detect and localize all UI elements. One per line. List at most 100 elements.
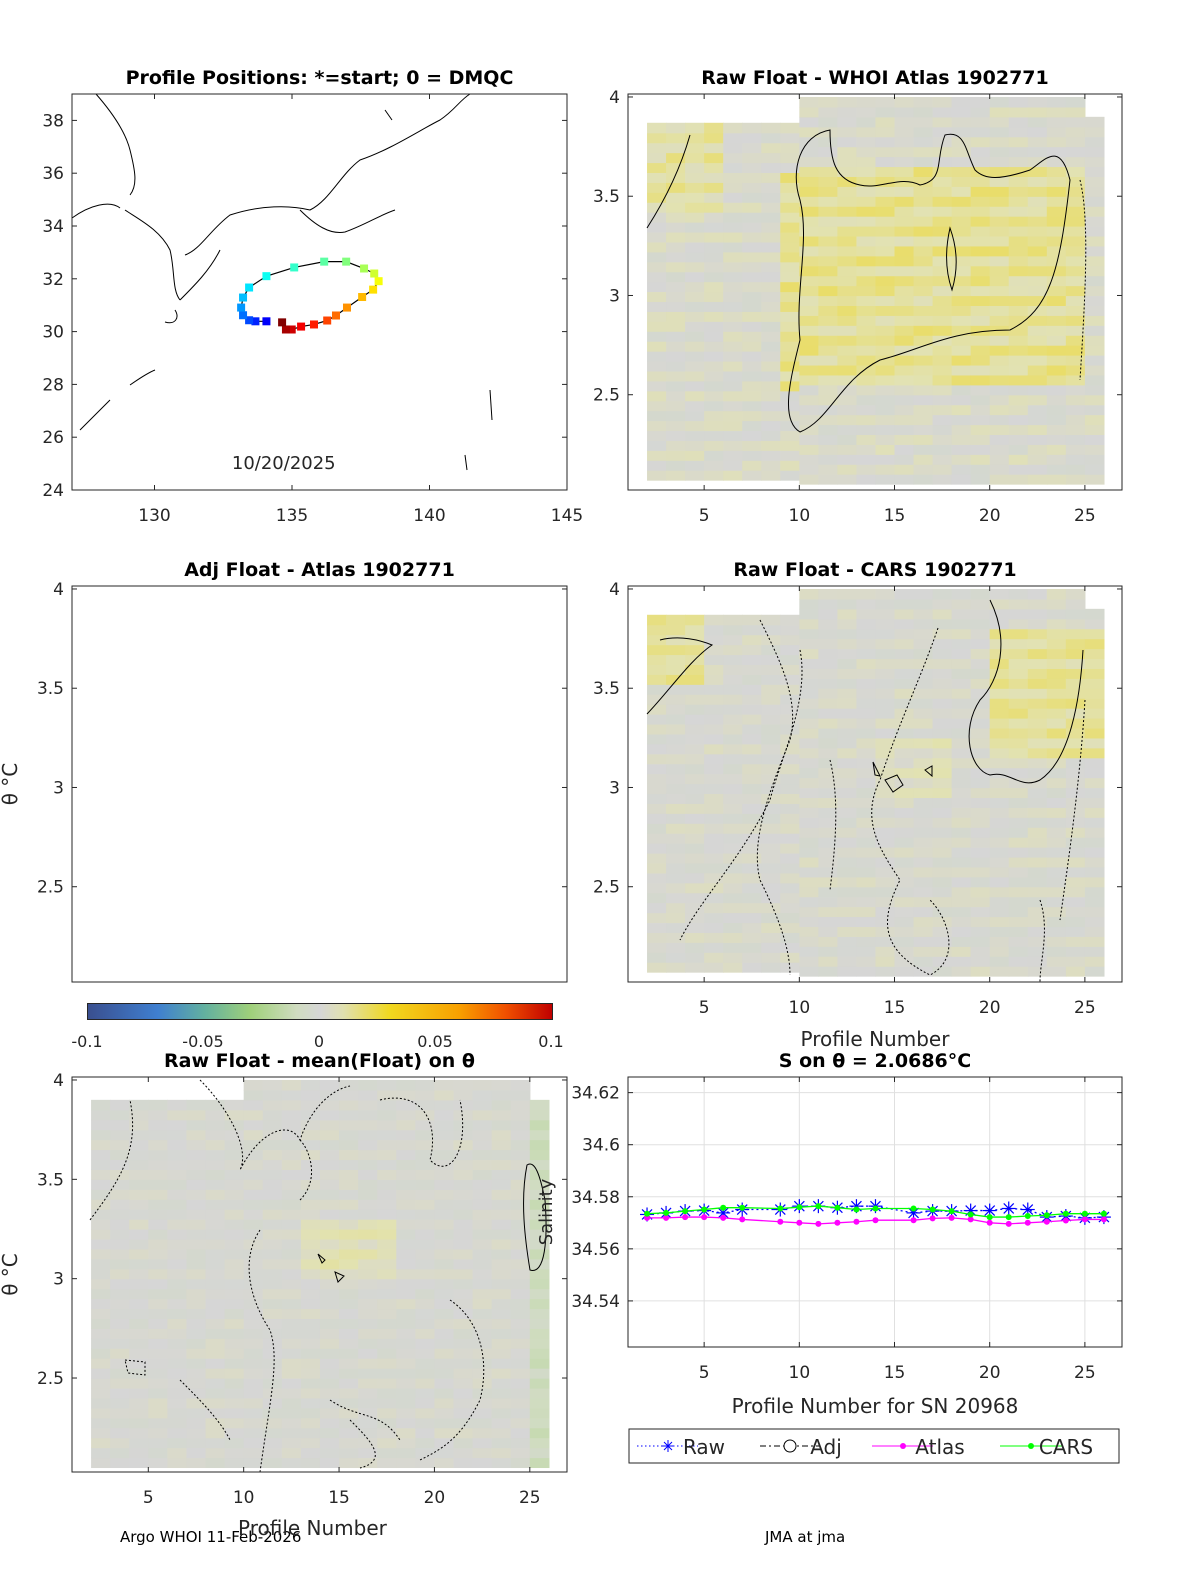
- heatmap-cell: [666, 892, 686, 904]
- heatmap-cell: [856, 886, 877, 898]
- heatmap-cell: [856, 698, 877, 709]
- heatmap-cell: [319, 1318, 340, 1329]
- heatmap-cell: [932, 668, 953, 679]
- coastline: [71, 93, 471, 324]
- heatmap-cell: [704, 882, 724, 894]
- heatmap-cell: [1084, 718, 1105, 729]
- heatmap-cell: [91, 1189, 111, 1200]
- heatmap-cell: [1046, 305, 1067, 316]
- series-marker-atlas: [853, 1218, 860, 1225]
- heatmap-cell: [723, 862, 743, 874]
- heatmap-cell: [875, 757, 896, 769]
- heatmap-cell: [799, 116, 819, 128]
- heatmap-cell: [529, 1139, 550, 1151]
- heatmap-cell: [932, 747, 953, 759]
- heatmap-cell: [281, 1268, 302, 1280]
- heatmap-cell: [989, 807, 1010, 818]
- heatmap-cell: [434, 1447, 455, 1459]
- series-marker-cars: [853, 1206, 860, 1213]
- series-marker-cars: [834, 1204, 841, 1211]
- heatmap-cell: [685, 192, 705, 203]
- heatmap-cell: [723, 212, 743, 223]
- heatmap-cell: [742, 400, 762, 412]
- heatmap-cell: [666, 763, 686, 775]
- heatmap-cell: [723, 202, 743, 213]
- heatmap-cell: [780, 301, 800, 312]
- heatmap-cell: [129, 1417, 149, 1429]
- heatmap-cell: [761, 882, 781, 894]
- heatmap-cell: [666, 142, 686, 154]
- heatmap-cell: [799, 866, 819, 878]
- heatmap-cell: [1008, 906, 1029, 918]
- heatmap-cell: [91, 1278, 111, 1290]
- heatmap-cell: [243, 1209, 264, 1220]
- heatmap-cell: [1027, 668, 1048, 679]
- heatmap-cell: [761, 932, 781, 943]
- heatmap-cell: [1065, 946, 1086, 957]
- heatmap-cell: [951, 658, 972, 669]
- heatmap-cell: [685, 833, 705, 844]
- heatmap-cell: [913, 618, 934, 630]
- heatmap-cell: [989, 946, 1010, 957]
- heatmap-cell: [951, 444, 972, 455]
- heatmap-cell: [970, 106, 991, 118]
- heatmap-cell: [818, 727, 839, 739]
- heatmap-cell: [875, 454, 896, 465]
- heatmap-cell: [281, 1119, 302, 1131]
- heatmap-cell: [723, 922, 743, 933]
- profile-marker: [262, 317, 271, 326]
- heatmap-cell: [647, 624, 667, 636]
- heatmap-cell: [491, 1417, 512, 1429]
- heatmap-cell: [647, 733, 667, 745]
- heatmap-cell: [148, 1407, 168, 1419]
- heatmap-cell: [837, 936, 858, 947]
- heatmap-cell: [799, 847, 819, 858]
- heatmap-cell: [932, 678, 953, 689]
- heatmap-cell: [951, 206, 972, 217]
- heatmap-cell: [818, 827, 839, 838]
- heatmap-cell: [780, 291, 800, 303]
- heatmap-cell: [453, 1258, 474, 1270]
- heatmap-cell: [415, 1368, 436, 1379]
- profile-marker: [358, 293, 367, 302]
- y-tick-label: 3.5: [593, 187, 620, 207]
- heatmap-cell: [742, 684, 762, 695]
- heatmap-cell: [472, 1119, 493, 1131]
- heatmap-cell: [780, 450, 800, 461]
- heatmap-cell: [529, 1387, 550, 1399]
- heatmap-cell: [761, 460, 781, 471]
- heatmap-cell: [1084, 946, 1105, 957]
- heatmap-cell: [685, 370, 705, 382]
- heatmap-cell: [1027, 126, 1048, 138]
- heatmap-cell: [894, 275, 915, 287]
- heatmap-cell: [799, 414, 819, 426]
- heatmap-cell: [1027, 618, 1048, 630]
- heatmap-cell: [377, 1268, 397, 1280]
- heatmap-cell: [1027, 926, 1048, 937]
- heatmap-cell: [780, 370, 800, 382]
- heatmap-cell: [742, 132, 762, 144]
- heatmap-cell: [415, 1139, 436, 1151]
- heatmap-cell: [989, 797, 1010, 808]
- heatmap-cell: [358, 1099, 378, 1111]
- heatmap-cell: [243, 1089, 264, 1101]
- heatmap-cell: [818, 434, 839, 445]
- heatmap-cell: [932, 305, 953, 316]
- heatmap-cell: [148, 1378, 168, 1389]
- heatmap-cell: [434, 1358, 455, 1369]
- heatmap-cell: [148, 1437, 168, 1449]
- heatmap-cell: [1084, 628, 1105, 640]
- heatmap-cell: [453, 1248, 474, 1260]
- heatmap-cell: [704, 301, 724, 312]
- heatmap-cell: [704, 321, 724, 332]
- heatmap-cell: [1046, 966, 1067, 977]
- heatmap-cell: [377, 1298, 397, 1310]
- heatmap-cell: [129, 1248, 149, 1260]
- heatmap-cell: [970, 196, 991, 207]
- heatmap-cell: [319, 1288, 340, 1300]
- heatmap-cell: [110, 1268, 130, 1280]
- heatmap-cell: [510, 1407, 531, 1419]
- legend-raw-marker: [663, 1441, 673, 1451]
- heatmap-cell: [1046, 96, 1067, 108]
